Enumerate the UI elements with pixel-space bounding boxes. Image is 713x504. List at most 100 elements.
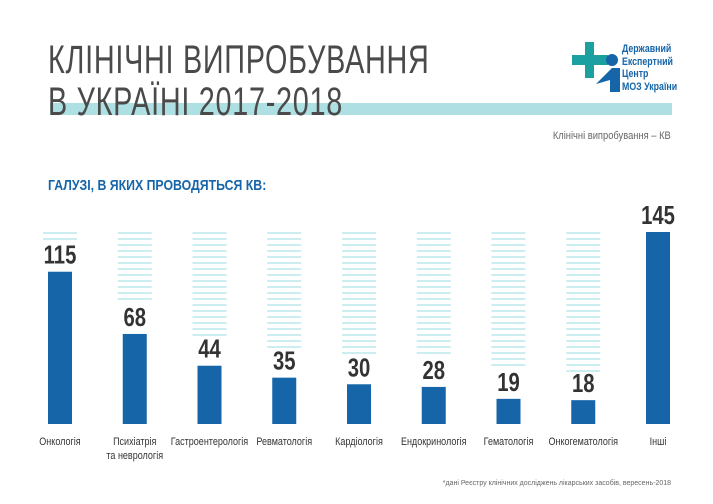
background-stripe bbox=[416, 322, 451, 324]
background-stripe bbox=[491, 274, 526, 276]
background-stripe bbox=[566, 370, 601, 372]
background-stripe bbox=[267, 244, 302, 246]
logo-line: Експертний bbox=[622, 55, 673, 68]
background-stripe bbox=[192, 268, 227, 270]
background-stripe bbox=[342, 352, 376, 354]
background-stripe bbox=[267, 280, 302, 282]
background-stripe bbox=[416, 286, 451, 288]
data-label: 18 bbox=[572, 369, 595, 398]
background-stripe bbox=[43, 238, 77, 240]
background-stripe bbox=[491, 358, 526, 360]
data-label: 145 bbox=[641, 201, 675, 230]
background-stripe bbox=[117, 250, 152, 252]
background-stripe bbox=[342, 274, 376, 276]
logo-text: Державний Експертний Центр МОЗ України bbox=[622, 43, 677, 93]
background-stripe bbox=[192, 298, 227, 300]
bar bbox=[571, 400, 596, 424]
background-stripe bbox=[491, 346, 526, 348]
background-stripe bbox=[416, 238, 451, 240]
data-label: 115 bbox=[44, 240, 77, 269]
background-stripe bbox=[491, 334, 526, 336]
background-stripe bbox=[267, 238, 302, 240]
background-stripe bbox=[491, 352, 526, 354]
background-stripe bbox=[416, 232, 451, 234]
background-stripe bbox=[491, 322, 526, 324]
bar bbox=[122, 333, 147, 424]
background-stripe bbox=[566, 328, 601, 330]
background-stripe bbox=[491, 364, 526, 366]
data-label: 19 bbox=[497, 367, 520, 396]
background-stripe bbox=[491, 340, 526, 342]
background-stripe bbox=[566, 340, 601, 342]
background-stripe bbox=[267, 232, 302, 234]
background-stripe bbox=[117, 292, 152, 294]
background-stripe bbox=[342, 268, 376, 270]
background-stripe bbox=[342, 340, 376, 342]
title-underline-band bbox=[50, 103, 672, 115]
background-stripe bbox=[416, 316, 451, 318]
background-stripe bbox=[566, 346, 601, 348]
background-stripe bbox=[342, 286, 376, 288]
background-stripe bbox=[117, 238, 152, 240]
background-stripe bbox=[267, 298, 302, 300]
background-stripe bbox=[491, 244, 526, 246]
background-stripe bbox=[416, 352, 451, 354]
background-stripe bbox=[416, 346, 451, 348]
background-stripe bbox=[117, 244, 152, 246]
category-label: Онкологія bbox=[39, 436, 80, 448]
background-stripe bbox=[192, 322, 227, 324]
bar bbox=[421, 386, 446, 424]
background-stripe bbox=[117, 274, 152, 276]
category-label: Гематологія bbox=[484, 436, 534, 448]
background-stripe bbox=[192, 328, 227, 330]
background-stripe bbox=[192, 250, 227, 252]
background-stripe bbox=[192, 280, 227, 282]
background-stripe bbox=[566, 244, 601, 246]
background-stripe bbox=[192, 334, 227, 336]
background-stripe bbox=[491, 268, 526, 270]
footnote: *дані Реєстру клінічних досліджень лікар… bbox=[442, 480, 671, 487]
background-stripe bbox=[342, 262, 376, 264]
moz-logo-icon bbox=[572, 42, 620, 92]
category-label: та неврологія bbox=[106, 450, 163, 462]
background-stripe bbox=[566, 250, 601, 252]
background-stripe bbox=[117, 298, 152, 300]
background-stripe bbox=[342, 280, 376, 282]
data-label: 30 bbox=[348, 353, 371, 382]
background-stripe bbox=[267, 274, 302, 276]
background-stripe bbox=[566, 322, 601, 324]
background-stripe bbox=[267, 316, 302, 318]
background-stripe bbox=[342, 334, 376, 336]
bar bbox=[347, 384, 371, 424]
background-stripe bbox=[267, 250, 302, 252]
background-stripe bbox=[342, 316, 376, 318]
category-label: Інші bbox=[650, 436, 667, 448]
background-stripe bbox=[416, 262, 451, 264]
background-stripe bbox=[566, 298, 601, 300]
background-stripe bbox=[491, 292, 526, 294]
background-stripe bbox=[416, 340, 451, 342]
category-label: Психіатрія bbox=[113, 436, 156, 448]
chart-title: ГАЛУЗІ, В ЯКИХ ПРОВОДЯТЬСЯ КВ: bbox=[48, 177, 267, 194]
background-stripe bbox=[566, 304, 601, 306]
background-stripe bbox=[416, 256, 451, 258]
background-stripe bbox=[491, 304, 526, 306]
background-stripe bbox=[342, 310, 376, 312]
background-stripe bbox=[566, 280, 601, 282]
background-stripe bbox=[192, 310, 227, 312]
background-stripe bbox=[566, 286, 601, 288]
background-stripe bbox=[566, 238, 601, 240]
background-stripe bbox=[566, 316, 601, 318]
background-stripe bbox=[566, 262, 601, 264]
background-stripe bbox=[491, 250, 526, 252]
background-stripe bbox=[342, 244, 376, 246]
background-stripe bbox=[342, 346, 376, 348]
background-stripe bbox=[342, 238, 376, 240]
background-stripe bbox=[192, 238, 227, 240]
background-stripe bbox=[267, 262, 302, 264]
background-stripe bbox=[342, 292, 376, 294]
page-title-line1: КЛІНІЧНІ ВИПРОБУВАННЯ bbox=[48, 38, 430, 82]
background-stripe bbox=[566, 292, 601, 294]
background-stripe bbox=[566, 268, 601, 270]
